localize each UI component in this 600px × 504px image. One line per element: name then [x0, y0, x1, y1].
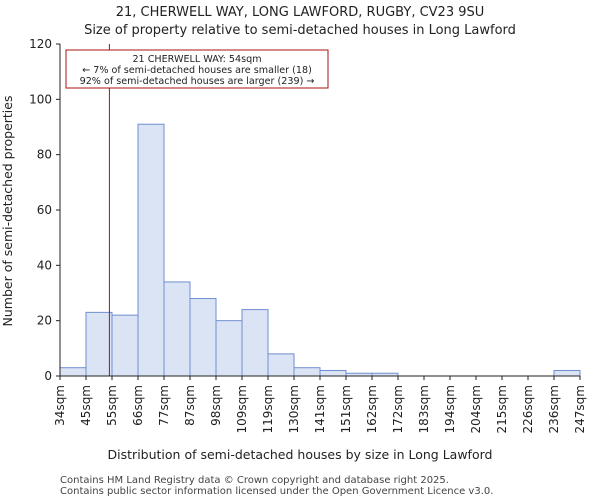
x-tick-label: 98sqm [209, 385, 223, 426]
x-tick-label: 66sqm [131, 385, 145, 426]
histogram-bar [59, 367, 87, 377]
x-tick-label: 236sqm [547, 385, 561, 433]
annotation-line-2: ← 7% of semi-detached houses are smaller… [82, 65, 312, 76]
histogram-bar [319, 369, 347, 377]
y-tick-label: 0 [44, 369, 52, 383]
x-tick-label: 226sqm [521, 385, 535, 433]
y-tick-label: 40 [37, 258, 52, 272]
x-tick-label: 87sqm [183, 385, 197, 426]
x-tick-label: 130sqm [287, 385, 301, 433]
x-tick-label: 55sqm [105, 385, 119, 426]
histogram-bar [137, 123, 165, 377]
annotation-line-1: 21 CHERWELL WAY: 54sqm [132, 54, 261, 65]
x-tick-label: 34sqm [53, 385, 67, 426]
footer-line-2: Contains public sector information licen… [60, 486, 493, 497]
chart-title: 21, CHERWELL WAY, LONG LAWFORD, RUGBY, C… [116, 5, 485, 20]
x-tick-label: 119sqm [261, 385, 275, 433]
x-tick-label: 109sqm [235, 385, 249, 433]
y-tick-label: 60 [37, 203, 52, 217]
x-tick-label: 45sqm [79, 385, 93, 426]
chart-subtitle: Size of property relative to semi-detach… [84, 23, 516, 38]
histogram-bar [241, 309, 269, 377]
x-tick-label: 247sqm [573, 385, 587, 433]
footer-line-1: Contains HM Land Registry data © Crown c… [60, 475, 449, 486]
y-tick-label: 100 [29, 92, 52, 106]
x-tick-label: 183sqm [417, 385, 431, 433]
histogram-bar [163, 281, 191, 377]
x-tick-label: 141sqm [313, 385, 327, 433]
histogram-bar [189, 298, 217, 377]
histogram-bar [553, 369, 581, 377]
x-tick-label: 204sqm [469, 385, 483, 433]
x-tick-label: 172sqm [391, 385, 405, 433]
histogram-bar [267, 353, 295, 377]
y-ticks: 0 20 40 60 80 100 120 [29, 37, 60, 383]
x-tick-label: 77sqm [157, 385, 171, 426]
x-axis-title: Distribution of semi-detached houses by … [108, 447, 493, 462]
histogram-bar [215, 320, 243, 377]
annotation-frame [65, 49, 329, 89]
x-tick-label: 215sqm [495, 385, 509, 433]
x-tick-label: 151sqm [339, 385, 353, 433]
y-axis-title: Number of semi-detached properties [0, 96, 15, 327]
x-tick-label: 162sqm [365, 385, 379, 433]
y-tick-label: 80 [37, 148, 52, 162]
x-ticks: 34sqm 45sqm 55sqm 66sqm 77sqm 87sqm 98sqm 109sq… [53, 376, 587, 433]
histogram-bar [85, 311, 113, 377]
x-tick-label: 194sqm [443, 385, 457, 433]
histogram-bar [111, 314, 139, 377]
y-tick-label: 20 [37, 314, 52, 328]
y-tick-label: 120 [29, 37, 52, 51]
annotation-box: 21 CHERWELL WAY: 54sqm ← 7% of semi-deta… [65, 49, 329, 89]
annotation-line-3: 92% of semi-detached houses are larger (… [80, 76, 315, 87]
bars-group [59, 123, 581, 377]
histogram-bar [293, 367, 321, 377]
